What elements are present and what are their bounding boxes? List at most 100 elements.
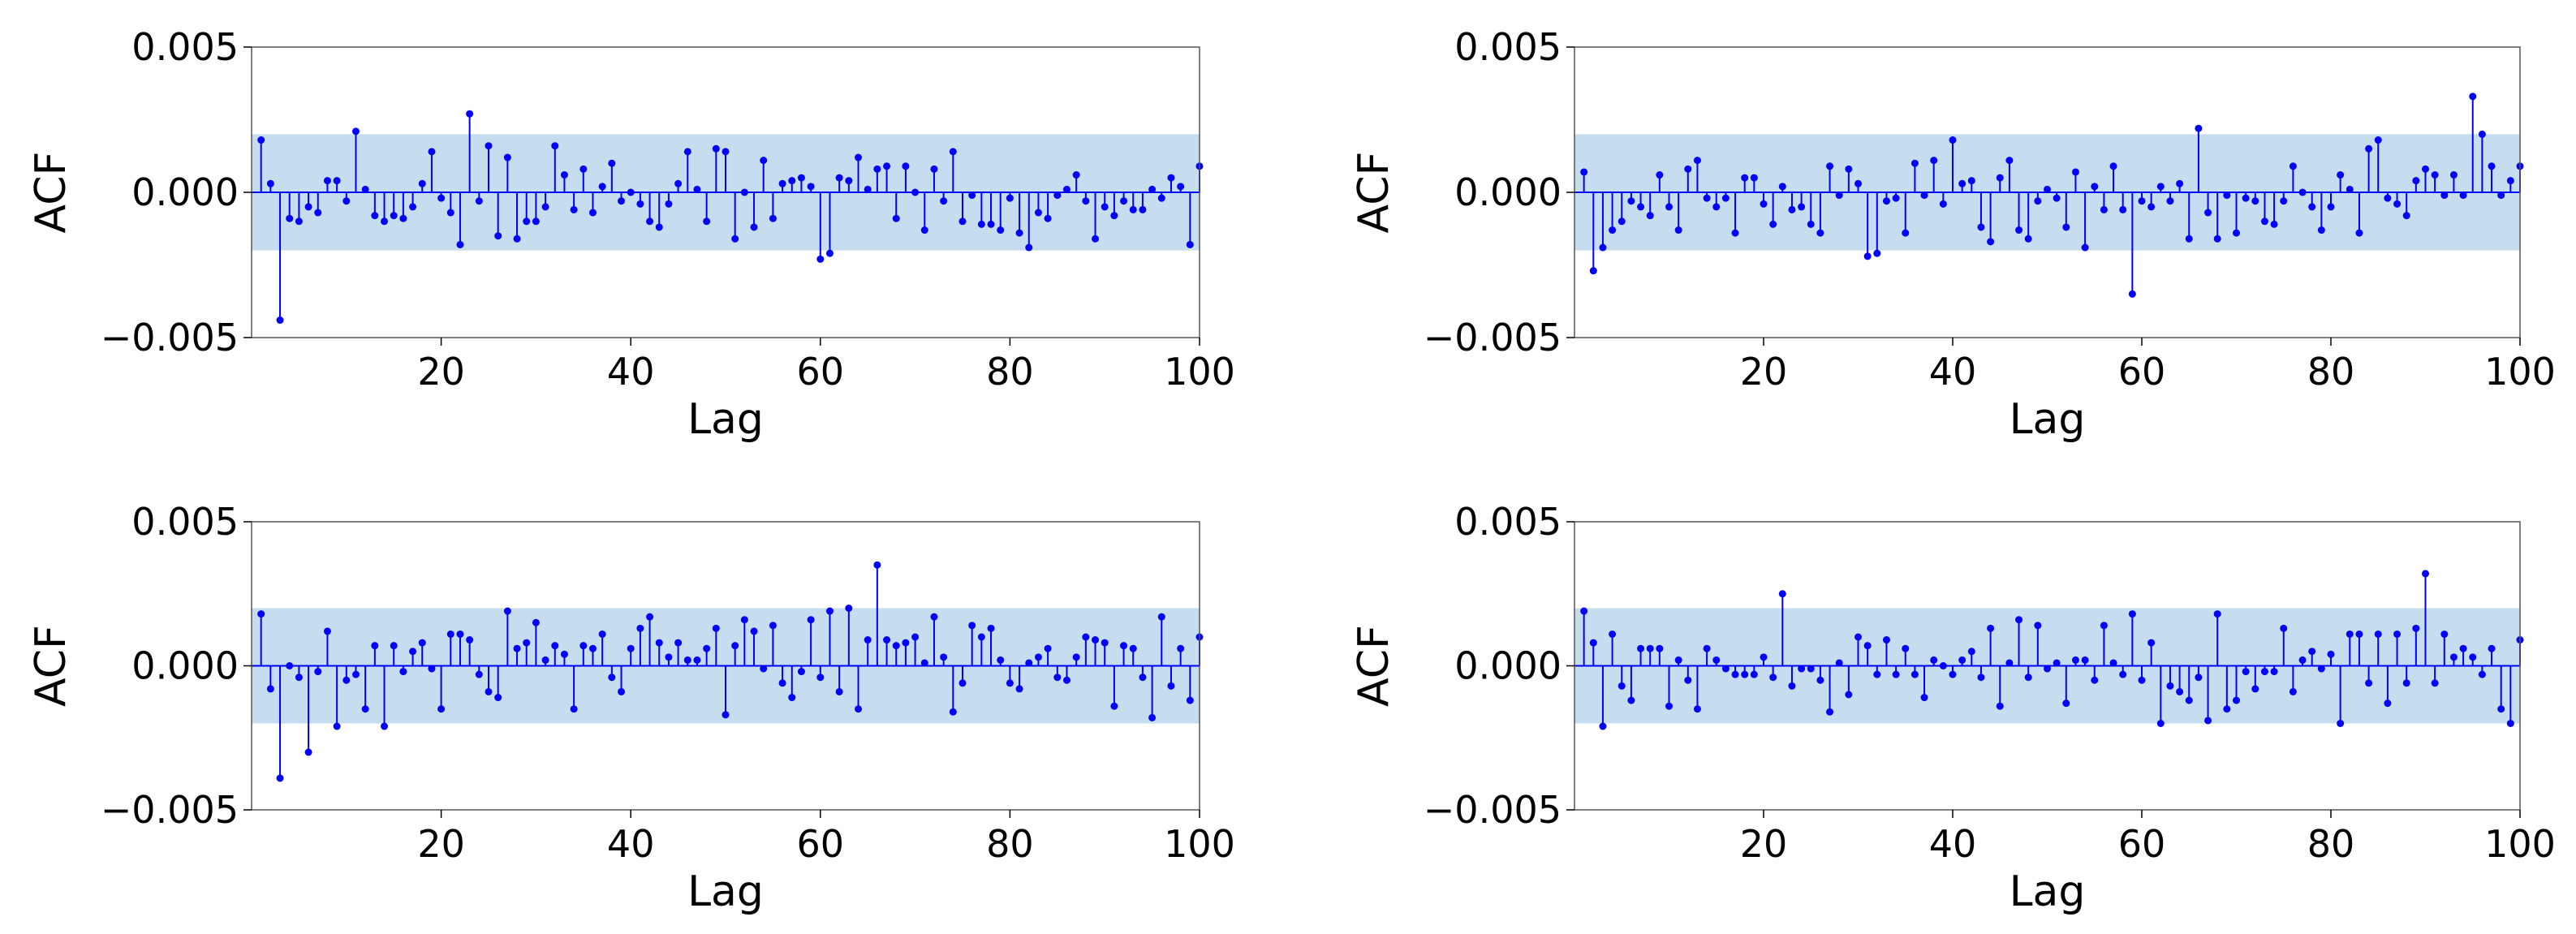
acf-marker-lag-90 <box>2422 165 2429 173</box>
acf-marker-lag-66 <box>873 561 881 569</box>
acf-marker-lag-16 <box>399 214 407 222</box>
acf-marker-lag-56 <box>778 679 786 687</box>
acf-marker-lag-17 <box>409 648 417 656</box>
acf-marker-lag-36 <box>1910 670 1919 678</box>
y-axis-label: ACF <box>27 625 75 707</box>
acf-marker-lag-12 <box>1684 676 1692 684</box>
acf-marker-lag-64 <box>2176 179 2184 187</box>
acf-marker-lag-46 <box>683 148 691 156</box>
acf-marker-lag-50 <box>722 148 730 156</box>
acf-marker-lag-35 <box>1902 644 1910 652</box>
acf-marker-lag-28 <box>513 235 521 243</box>
acf-marker-lag-61 <box>825 249 834 257</box>
acf-marker-lag-64 <box>2176 687 2184 695</box>
acf-marker-lag-28 <box>513 644 521 652</box>
acf-marker-lag-67 <box>883 162 891 170</box>
acf-marker-lag-27 <box>503 153 511 161</box>
x-tick-label: 20 <box>417 822 465 866</box>
y-tick-label: 0.005 <box>131 25 239 69</box>
acf-marker-lag-3 <box>276 774 284 782</box>
acf-marker-lag-45 <box>1996 174 2004 182</box>
acf-marker-lag-63 <box>2166 197 2174 205</box>
x-tick-label: 80 <box>986 822 1034 866</box>
y-tick-label: 0.005 <box>1454 25 1562 69</box>
acf-marker-lag-83 <box>2355 229 2363 237</box>
acf-marker-lag-87 <box>1072 171 1080 179</box>
acf-marker-lag-53 <box>2071 656 2079 664</box>
acf-marker-lag-70 <box>2233 696 2240 704</box>
acf-marker-lag-46 <box>2005 659 2014 667</box>
acf-marker-lag-20 <box>437 705 446 713</box>
acf-marker-lag-96 <box>1157 194 1165 202</box>
x-tick-label: 100 <box>2484 822 2556 866</box>
acf-marker-lag-36 <box>1910 159 1919 167</box>
acf-marker-lag-69 <box>2223 705 2231 713</box>
acf-marker-lag-64 <box>855 153 863 161</box>
x-axis-label: Lag <box>2010 867 2086 916</box>
acf-marker-lag-15 <box>1712 203 1721 211</box>
x-tick-label: 40 <box>1929 350 1977 394</box>
acf-marker-lag-99 <box>1186 696 1194 704</box>
acf-marker-lag-34 <box>1892 670 1900 678</box>
x-tick-label: 20 <box>1740 350 1788 394</box>
acf-marker-lag-47 <box>693 656 701 664</box>
acf-marker-lag-10 <box>342 676 351 684</box>
acf-marker-lag-13 <box>371 212 379 220</box>
acf-marker-lag-28 <box>1835 192 1843 200</box>
y-tick-label: −0.005 <box>1424 316 1562 359</box>
acf-marker-lag-82 <box>2346 630 2354 638</box>
acf-marker-lag-34 <box>1892 194 1900 202</box>
x-axis-label: Lag <box>687 395 764 444</box>
acf-marker-lag-11 <box>1674 226 1682 235</box>
acf-marker-lag-81 <box>2337 720 2345 727</box>
acf-marker-lag-25 <box>1807 665 1815 673</box>
acf-marker-lag-31 <box>541 656 549 664</box>
acf-marker-lag-15 <box>1712 656 1721 664</box>
acf-marker-lag-31 <box>541 203 549 211</box>
acf-marker-lag-23 <box>1788 205 1796 213</box>
acf-marker-lag-71 <box>920 226 928 235</box>
acf-marker-lag-42 <box>646 613 654 621</box>
acf-marker-lag-80 <box>2327 203 2335 211</box>
acf-marker-lag-41 <box>1958 179 1966 187</box>
acf-marker-lag-61 <box>2147 203 2156 211</box>
acf-marker-lag-63 <box>845 177 853 185</box>
acf-marker-lag-21 <box>1769 220 1777 228</box>
acf-marker-lag-29 <box>1845 691 1853 699</box>
acf-marker-lag-67 <box>883 636 891 644</box>
acf-marker-lag-74 <box>949 708 957 716</box>
acf-marker-lag-66 <box>2195 674 2203 682</box>
acf-marker-lag-62 <box>835 687 843 695</box>
acf-marker-lag-83 <box>1034 653 1042 661</box>
acf-marker-lag-37 <box>598 630 606 638</box>
acf-marker-lag-71 <box>2242 194 2250 202</box>
acf-marker-lag-46 <box>683 656 691 664</box>
acf-marker-lag-76 <box>2289 162 2297 170</box>
acf-marker-lag-97 <box>2488 644 2496 652</box>
acf-marker-lag-49 <box>2034 197 2042 205</box>
acf-marker-lag-99 <box>2506 720 2514 727</box>
acf-marker-lag-94 <box>2459 192 2467 200</box>
acf-marker-lag-93 <box>2449 171 2458 179</box>
acf-marker-lag-71 <box>2242 668 2250 676</box>
acf-marker-lag-81 <box>2337 171 2345 179</box>
acf-marker-lag-91 <box>1110 702 1118 710</box>
acf-marker-lag-55 <box>769 214 777 222</box>
acf-marker-lag-10 <box>342 197 351 205</box>
acf-marker-lag-81 <box>1015 229 1023 237</box>
acf-marker-lag-44 <box>665 200 673 208</box>
acf-marker-lag-82 <box>1025 659 1033 667</box>
acf-marker-lag-68 <box>892 214 900 222</box>
acf-marker-lag-9 <box>333 722 341 730</box>
acf-marker-lag-58 <box>797 668 805 676</box>
acf-marker-lag-47 <box>2015 226 2023 235</box>
acf-marker-lag-92 <box>2440 630 2449 638</box>
acf-marker-lag-13 <box>1693 705 1701 713</box>
acf-marker-lag-11 <box>1674 656 1682 664</box>
acf-marker-lag-38 <box>1930 656 1938 664</box>
acf-marker-lag-41 <box>1958 656 1966 664</box>
acf-marker-lag-84 <box>2365 679 2373 687</box>
acf-marker-lag-56 <box>2100 205 2108 213</box>
acf-marker-lag-13 <box>371 642 379 650</box>
x-tick-label: 100 <box>1164 350 1235 394</box>
